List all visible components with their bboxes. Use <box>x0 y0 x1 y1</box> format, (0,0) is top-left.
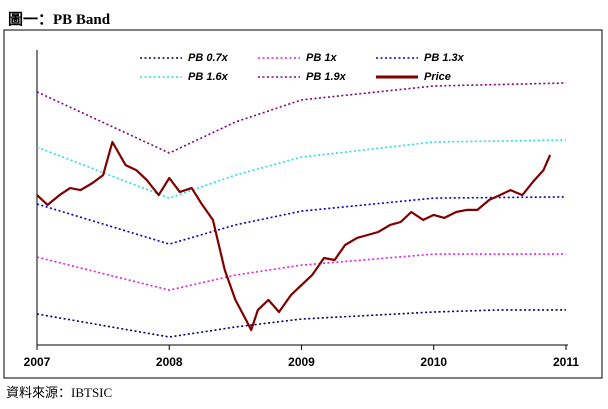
series-line <box>36 139 567 199</box>
series-line <box>36 82 567 154</box>
legend-label: PB 0.7x <box>188 52 229 64</box>
x-tick-label: 2007 <box>24 355 51 369</box>
series-line <box>36 196 567 245</box>
legend-label: PB 1.6x <box>188 71 229 83</box>
series-line <box>36 253 566 291</box>
x-tick-label: 2009 <box>288 355 315 369</box>
x-tick-label: 2008 <box>156 355 183 369</box>
x-tick-label: 2011 <box>553 355 579 369</box>
title: 圖一：PB Band <box>8 12 111 28</box>
legend-label: Price <box>424 71 451 83</box>
legend-label: PB 1x <box>306 52 337 64</box>
series-line <box>36 309 566 338</box>
x-tick-label: 2010 <box>420 355 447 369</box>
source: 資料來源：IBTSIC <box>6 385 112 400</box>
series-line <box>36 140 552 332</box>
legend-label: PB 1.9x <box>306 71 347 83</box>
legend-label: PB 1.3x <box>424 52 465 64</box>
frame <box>3 29 603 379</box>
